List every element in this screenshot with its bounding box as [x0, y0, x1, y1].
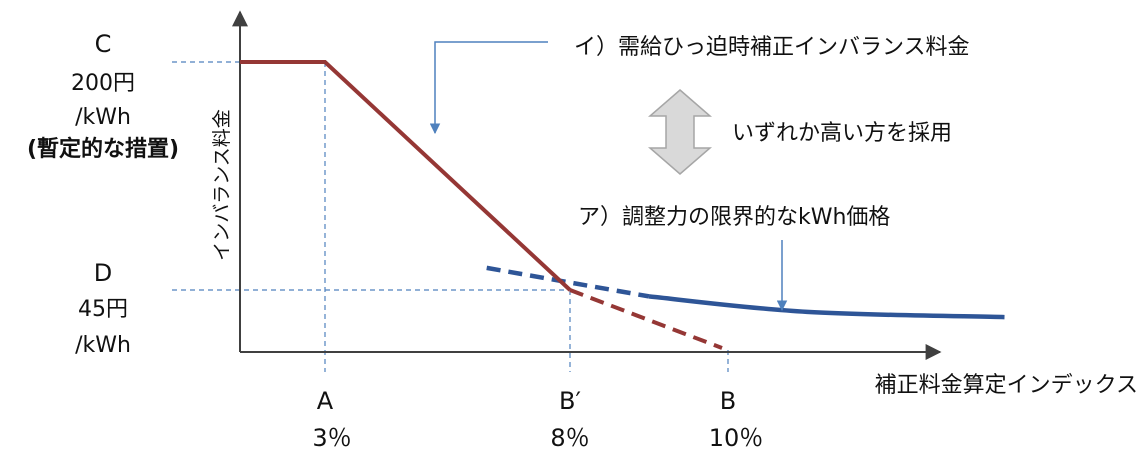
label-c-note: (暫定的な措置)	[27, 136, 179, 162]
annotation-i: イ）需給ひっ迫時補正インバランス料金	[574, 35, 970, 60]
series-i-dashed-extension	[570, 290, 722, 348]
label-c-letter: C	[95, 30, 112, 58]
series-i-solid-line	[240, 62, 570, 290]
y-axis-title: インバランス料金	[211, 109, 233, 261]
annotation-choose-higher: いずれか高い方を採用	[732, 121, 952, 146]
label-c-price: 200円	[71, 71, 135, 96]
label-d-price: 45円	[78, 297, 128, 322]
series-a-solid-curve	[649, 296, 1005, 317]
tick-label-b: B	[720, 387, 736, 415]
annotation-i-leader-arrow	[435, 42, 548, 133]
label-d-letter: D	[94, 259, 112, 287]
tick-label-b-pct: 10％	[709, 424, 764, 452]
annotation-a: ア）調整力の限界的なkWh価格	[578, 205, 890, 230]
double-arrow-icon	[650, 90, 710, 174]
tick-label-bprime: B′	[559, 387, 581, 415]
tick-label-a-pct: 3％	[312, 424, 351, 452]
tick-label-a: A	[317, 387, 334, 415]
x-axis-title: 補正料金算定インデックス	[875, 373, 1138, 398]
label-c-unit: /kWh	[75, 105, 131, 130]
series-a-dashed-segment	[487, 268, 649, 297]
label-d-unit: /kWh	[75, 333, 131, 358]
tick-label-bprime-pct: 8％	[550, 424, 589, 452]
